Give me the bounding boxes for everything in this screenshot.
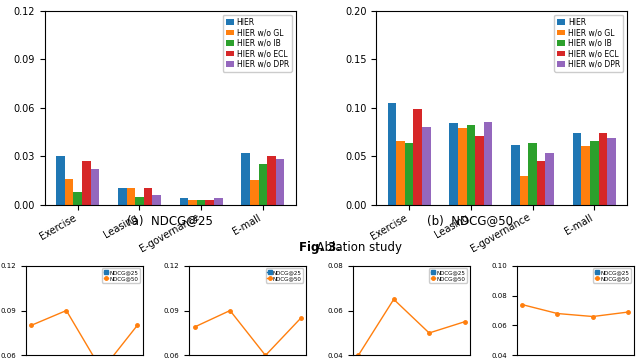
Bar bbox=[65, 179, 74, 205]
Legend: NDCG@25, NDCG@50: NDCG@25, NDCG@50 bbox=[429, 269, 467, 283]
Bar bbox=[607, 138, 616, 205]
Bar bbox=[388, 103, 396, 205]
Bar bbox=[74, 192, 82, 205]
Bar bbox=[458, 128, 467, 205]
NDCG@50 bbox=[191, 325, 198, 329]
Legend: NDCG@25, NDCG@50: NDCG@25, NDCG@50 bbox=[593, 269, 631, 283]
Bar bbox=[250, 180, 259, 205]
NDCG@50 bbox=[390, 297, 397, 302]
NDCG@50 bbox=[461, 320, 468, 324]
Legend: NDCG@25, NDCG@50: NDCG@25, NDCG@50 bbox=[102, 269, 140, 283]
Bar bbox=[590, 141, 598, 205]
Bar bbox=[180, 198, 188, 205]
Bar bbox=[413, 109, 422, 205]
NDCG@50 bbox=[63, 308, 70, 313]
Bar bbox=[545, 153, 554, 205]
Legend: HIER, HIER w/o GL, HIER w/o IB, HIER w/o ECL, HIER w/o DPR: HIER, HIER w/o GL, HIER w/o IB, HIER w/o… bbox=[223, 15, 292, 72]
NDCG@50 bbox=[554, 311, 561, 316]
Bar bbox=[214, 198, 223, 205]
Bar bbox=[276, 159, 284, 205]
Bar bbox=[520, 176, 528, 205]
Bar bbox=[188, 200, 197, 205]
Bar bbox=[91, 169, 99, 205]
Bar bbox=[241, 153, 250, 205]
Bar bbox=[267, 156, 276, 205]
Bar bbox=[484, 122, 492, 205]
NDCG@50 bbox=[589, 314, 596, 319]
Bar bbox=[259, 164, 267, 205]
Bar bbox=[449, 123, 458, 205]
NDCG@50 bbox=[27, 323, 35, 328]
NDCG@50 bbox=[518, 302, 526, 307]
Bar bbox=[537, 161, 545, 205]
NDCG@50 bbox=[426, 331, 433, 335]
NDCG@50 bbox=[625, 310, 632, 314]
Bar bbox=[197, 200, 205, 205]
Line: NDCG@50: NDCG@50 bbox=[520, 303, 630, 318]
Bar bbox=[82, 161, 91, 205]
Legend: HIER, HIER w/o GL, HIER w/o IB, HIER w/o ECL, HIER w/o DPR: HIER, HIER w/o GL, HIER w/o IB, HIER w/o… bbox=[554, 15, 623, 72]
Text: (b)  NDCG@50: (b) NDCG@50 bbox=[428, 214, 513, 227]
Bar bbox=[135, 197, 144, 205]
Bar bbox=[118, 188, 127, 205]
Bar bbox=[511, 145, 520, 205]
Bar bbox=[56, 156, 65, 205]
Bar bbox=[205, 200, 214, 205]
Bar bbox=[528, 143, 537, 205]
Bar bbox=[475, 136, 484, 205]
Bar bbox=[405, 143, 413, 205]
NDCG@50 bbox=[226, 308, 234, 313]
Bar bbox=[396, 141, 405, 205]
Bar bbox=[144, 188, 152, 205]
Text: Fig. 3.: Fig. 3. bbox=[299, 241, 341, 254]
Bar bbox=[598, 133, 607, 205]
Line: NDCG@50: NDCG@50 bbox=[356, 298, 467, 357]
Legend: NDCG@25, NDCG@50: NDCG@25, NDCG@50 bbox=[266, 269, 303, 283]
Bar bbox=[573, 133, 581, 205]
Bar bbox=[127, 188, 135, 205]
NDCG@50 bbox=[355, 353, 362, 358]
Text: Ablation study: Ablation study bbox=[308, 241, 402, 254]
Bar bbox=[581, 146, 590, 205]
NDCG@50 bbox=[297, 316, 305, 320]
NDCG@50 bbox=[133, 323, 141, 328]
Bar bbox=[152, 195, 161, 205]
NDCG@50 bbox=[262, 353, 269, 358]
Text: (a)  NDCG@25: (a) NDCG@25 bbox=[127, 214, 212, 227]
Bar bbox=[422, 127, 431, 205]
Bar bbox=[467, 125, 475, 205]
Line: NDCG@50: NDCG@50 bbox=[193, 309, 303, 357]
Line: NDCG@50: NDCG@50 bbox=[29, 309, 139, 359]
